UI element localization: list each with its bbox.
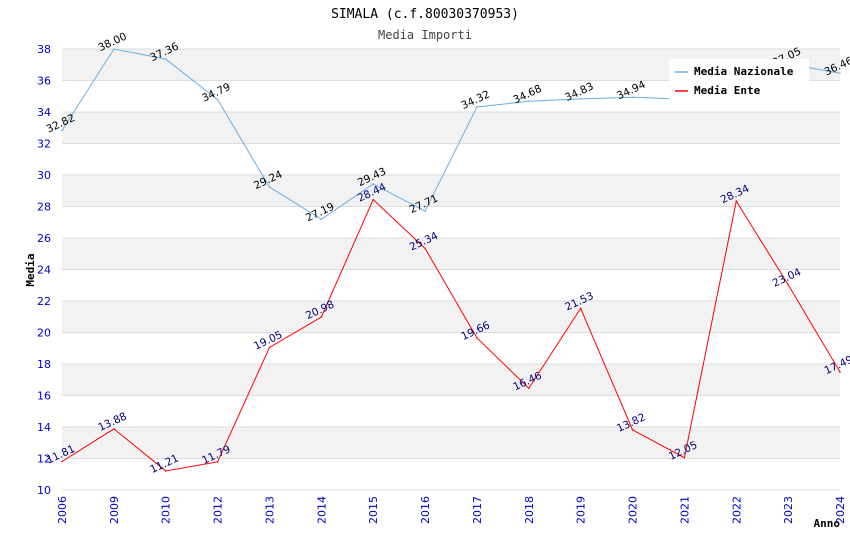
data-point xyxy=(839,72,841,75)
legend-label-ente: Media Ente xyxy=(694,84,761,97)
y-tick-label: 34 xyxy=(37,106,51,119)
grid-band xyxy=(62,175,840,207)
x-tick-label: 2021 xyxy=(678,496,691,524)
data-point xyxy=(216,461,219,463)
data-point xyxy=(735,200,738,202)
y-tick-label: 16 xyxy=(37,390,51,403)
y-tick-label: 36 xyxy=(37,75,51,88)
grid-band xyxy=(62,301,840,333)
x-tick-label: 2015 xyxy=(367,496,380,524)
data-point xyxy=(113,428,115,430)
x-tick-label: 2013 xyxy=(263,496,276,524)
data-point xyxy=(164,470,167,472)
data-label: 34.94 xyxy=(615,79,648,103)
data-point xyxy=(683,456,686,459)
x-tick-label: 2017 xyxy=(471,496,484,524)
y-tick-label: 22 xyxy=(37,295,51,308)
y-tick-label: 10 xyxy=(37,484,51,497)
data-label: 34.79 xyxy=(200,81,232,105)
data-point xyxy=(631,429,634,431)
x-tick-label: 2020 xyxy=(627,496,640,524)
x-tick-label: 2024 xyxy=(834,496,847,524)
x-axis-ticks: 2006 2009 2010 2012 2013 2014 2015 2016 2017 2018… xyxy=(56,496,847,524)
y-tick-label: 18 xyxy=(37,358,51,371)
y-tick-label: 28 xyxy=(37,201,51,214)
data-point xyxy=(372,198,375,201)
y-tick-label: 20 xyxy=(37,327,51,340)
data-point xyxy=(424,210,426,212)
data-point xyxy=(528,100,530,103)
x-tick-label: 2019 xyxy=(575,496,588,524)
chart-title: SIMALA (c.f.80030370953) xyxy=(331,7,519,22)
y-tick-label: 30 xyxy=(37,169,51,182)
data-point xyxy=(631,96,634,98)
x-tick-label: 2018 xyxy=(523,496,536,524)
data-point xyxy=(528,387,530,390)
data-point xyxy=(216,98,219,101)
x-tick-label: 2010 xyxy=(160,496,173,524)
data-point xyxy=(268,186,271,188)
x-tick-label: 2009 xyxy=(108,496,121,524)
y-tick-label: 12 xyxy=(37,453,51,466)
data-point xyxy=(61,460,63,463)
data-point xyxy=(579,98,582,100)
data-point xyxy=(476,106,478,108)
y-axis-ticks: 10 12 14 16 18 20 22 24 26 28 30 32 34 36 38 xyxy=(37,43,51,497)
data-point xyxy=(164,58,167,60)
data-point xyxy=(61,129,63,132)
y-tick-label: 26 xyxy=(37,232,51,245)
y-tick-label: 24 xyxy=(37,264,51,277)
data-label: 34.83 xyxy=(563,80,595,104)
x-tick-label: 2023 xyxy=(782,496,795,524)
x-tick-label: 2006 xyxy=(56,496,69,524)
data-point xyxy=(268,346,271,349)
data-point xyxy=(579,307,582,310)
x-tick-label: 2016 xyxy=(419,496,432,524)
data-point xyxy=(476,337,478,339)
series-line-ente xyxy=(61,198,841,472)
legend-label-nazionale: Media Nazionale xyxy=(694,65,794,78)
chart-subtitle: Media Importi xyxy=(378,28,472,42)
legend-background xyxy=(669,59,809,101)
data-label: 34.68 xyxy=(511,83,543,107)
data-point xyxy=(320,218,323,221)
x-tick-label: 2022 xyxy=(730,496,743,524)
grid-band xyxy=(62,364,840,396)
data-point xyxy=(320,316,323,318)
data-point xyxy=(839,371,841,373)
x-tick-label: 2014 xyxy=(315,496,328,524)
y-tick-label: 38 xyxy=(37,43,51,56)
y-tick-label: 14 xyxy=(37,421,51,434)
data-point xyxy=(372,183,375,185)
grid-band xyxy=(62,238,840,270)
y-tick-label: 32 xyxy=(37,138,51,151)
data-point xyxy=(113,48,115,50)
data-point xyxy=(787,283,789,286)
legend: Media Nazionale Media Ente xyxy=(669,59,809,101)
data-point xyxy=(424,247,426,250)
y-axis-label: Media xyxy=(24,253,37,286)
x-axis-label: Anno xyxy=(814,517,841,530)
grid-band xyxy=(62,112,840,144)
grid-bands xyxy=(62,49,840,459)
grid-band xyxy=(62,427,840,459)
data-label: 11.81 xyxy=(45,443,77,467)
x-tick-label: 2012 xyxy=(212,496,225,524)
